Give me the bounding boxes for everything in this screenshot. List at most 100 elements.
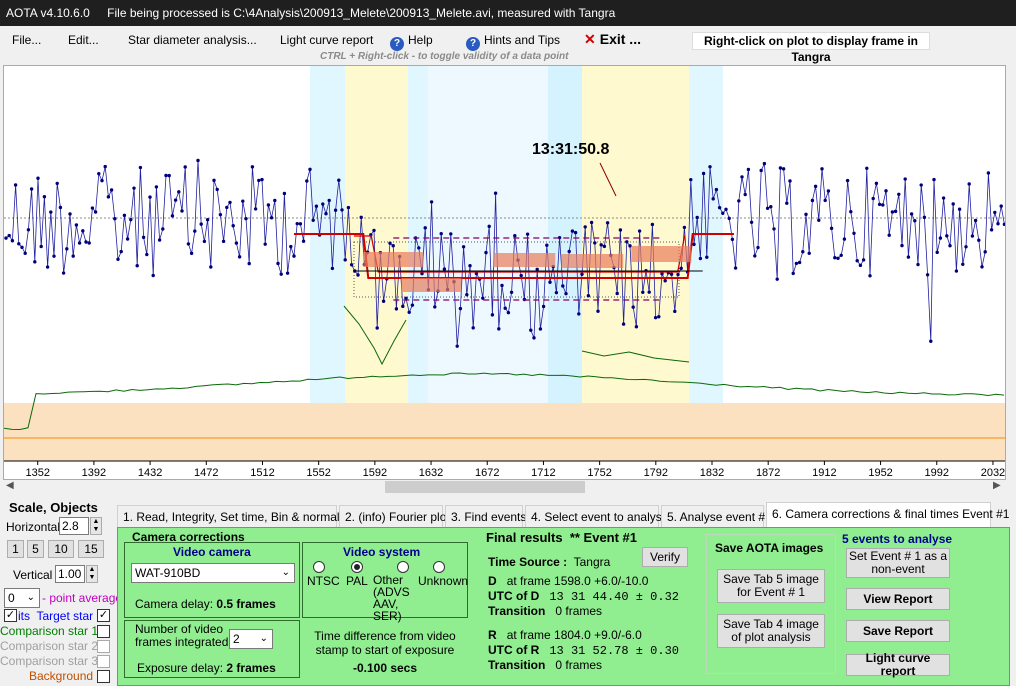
data-point[interactable]: [493, 191, 498, 195]
data-point[interactable]: [29, 187, 34, 191]
data-point[interactable]: [925, 273, 930, 277]
data-point[interactable]: [845, 178, 850, 183]
data-point[interactable]: [77, 241, 82, 245]
data-point[interactable]: [957, 207, 962, 211]
data-point[interactable]: [810, 198, 815, 203]
data-point[interactable]: [935, 250, 939, 255]
data-point[interactable]: [749, 220, 754, 224]
data-point[interactable]: [381, 299, 386, 303]
data-point[interactable]: [250, 165, 255, 169]
data-point[interactable]: [583, 225, 587, 229]
target-star-checkbox[interactable]: ✓: [4, 609, 17, 622]
data-point[interactable]: [129, 217, 133, 222]
data-point[interactable]: [506, 310, 511, 315]
data-point[interactable]: [484, 250, 488, 255]
data-point[interactable]: [154, 185, 159, 189]
data-point[interactable]: [260, 177, 264, 182]
radio-ntsc[interactable]: [313, 561, 325, 573]
data-point[interactable]: [199, 222, 203, 226]
data-point[interactable]: [231, 224, 235, 228]
data-point[interactable]: [797, 260, 802, 265]
data-point[interactable]: [695, 215, 699, 220]
data-point[interactable]: [708, 165, 712, 169]
data-point[interactable]: [10, 239, 15, 243]
data-point[interactable]: [55, 181, 59, 186]
data-point[interactable]: [513, 233, 517, 238]
data-point[interactable]: [941, 196, 946, 200]
data-point[interactable]: [401, 304, 405, 309]
data-point[interactable]: [615, 291, 619, 296]
data-point[interactable]: [727, 216, 731, 221]
data-point[interactable]: [468, 264, 472, 268]
data-point[interactable]: [122, 213, 127, 218]
data-point[interactable]: [951, 202, 955, 206]
menu-star-diameter[interactable]: Star diameter analysis...: [128, 33, 257, 47]
data-point[interactable]: [980, 265, 984, 269]
data-point[interactable]: [698, 256, 703, 261]
data-point[interactable]: [692, 242, 696, 247]
data-point[interactable]: [87, 241, 91, 245]
data-point[interactable]: [900, 243, 904, 248]
data-point[interactable]: [212, 178, 216, 183]
data-point[interactable]: [554, 290, 559, 295]
data-point[interactable]: [141, 235, 146, 240]
view-report-button[interactable]: View Report: [846, 588, 950, 610]
data-point[interactable]: [913, 219, 917, 223]
data-point[interactable]: [839, 253, 843, 258]
data-point[interactable]: [589, 220, 594, 225]
data-point[interactable]: [996, 222, 1000, 226]
data-point[interactable]: [135, 263, 139, 268]
data-point[interactable]: [183, 165, 187, 169]
data-point[interactable]: [241, 199, 245, 203]
data-point[interactable]: [81, 229, 85, 233]
data-point[interactable]: [221, 239, 226, 244]
data-point[interactable]: [497, 327, 501, 331]
data-point[interactable]: [964, 245, 968, 249]
data-point[interactable]: [756, 245, 760, 250]
data-point[interactable]: [263, 242, 267, 246]
radio-unknown[interactable]: [433, 561, 445, 573]
data-point[interactable]: [186, 242, 191, 246]
data-point[interactable]: [458, 306, 463, 311]
data-point[interactable]: [116, 257, 120, 261]
data-point[interactable]: [372, 228, 376, 233]
data-point[interactable]: [532, 336, 536, 340]
vertical-scale-input[interactable]: 1.00: [55, 565, 85, 583]
data-point[interactable]: [650, 222, 655, 227]
horizontal-spinner[interactable]: ▲ ▼: [90, 517, 102, 535]
data-point[interactable]: [349, 263, 354, 267]
data-point[interactable]: [637, 229, 642, 233]
data-point[interactable]: [762, 161, 767, 166]
data-point[interactable]: [791, 271, 795, 276]
data-point[interactable]: [461, 245, 466, 249]
data-point[interactable]: [90, 206, 95, 210]
menu-help[interactable]: ? Help: [390, 33, 433, 51]
data-point[interactable]: [743, 192, 747, 197]
data-point[interactable]: [161, 227, 165, 231]
data-point[interactable]: [209, 265, 213, 269]
data-point[interactable]: [327, 198, 331, 203]
data-point[interactable]: [180, 209, 184, 213]
data-point[interactable]: [717, 205, 722, 210]
data-point[interactable]: [423, 226, 427, 230]
data-point[interactable]: [596, 309, 600, 313]
data-point[interactable]: [945, 234, 949, 238]
data-point[interactable]: [125, 237, 130, 241]
radio-other[interactable]: [397, 561, 409, 573]
data-point[interactable]: [519, 273, 523, 278]
data-point[interactable]: [785, 201, 789, 205]
data-point[interactable]: [829, 226, 834, 231]
data-point[interactable]: [279, 272, 283, 276]
data-point[interactable]: [858, 263, 863, 268]
background-checkbox[interactable]: [97, 670, 110, 683]
data-point[interactable]: [276, 261, 280, 266]
data-point[interactable]: [989, 228, 994, 232]
data-point[interactable]: [948, 244, 952, 248]
data-point[interactable]: [836, 256, 840, 261]
data-point[interactable]: [804, 212, 808, 217]
scroll-thumb[interactable]: [385, 481, 585, 493]
data-point[interactable]: [151, 273, 155, 278]
tab-read-integrity[interactable]: 1. Read, Integrity, Set time, Bin & norm…: [117, 505, 355, 527]
data-point[interactable]: [897, 192, 901, 196]
data-point[interactable]: [682, 225, 687, 230]
